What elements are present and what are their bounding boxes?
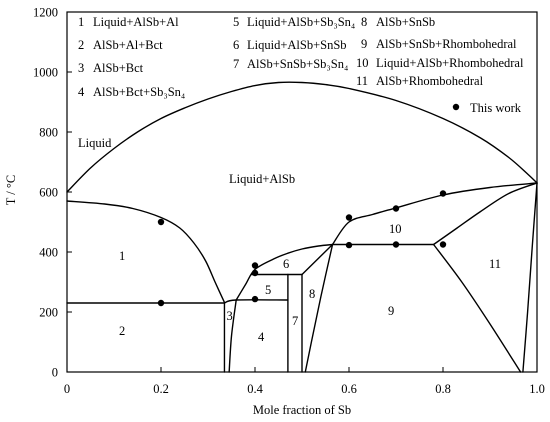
x-tick-labels: 0 0.2 0.4 0.6 0.8 1.0 (64, 382, 545, 396)
data-point (345, 241, 353, 249)
data-point (345, 214, 353, 221)
region-legend-number: 5 (233, 15, 239, 29)
phase-boundary-7 (235, 243, 334, 301)
y-tick-label: 0 (52, 366, 58, 380)
phase-boundary-2 (66, 200, 226, 304)
region-label-8: 8 (309, 287, 315, 301)
region-label-2: 2 (119, 324, 125, 338)
data-point (251, 269, 259, 277)
phase-boundary-11 (301, 243, 334, 276)
y-tick-label: 800 (39, 126, 58, 140)
y-tick-label: 400 (39, 246, 58, 260)
phase-boundary-16 (432, 243, 522, 373)
region-legend-label: Liquid+AlSb+Al (93, 15, 179, 29)
phase-label-liquid-alsb: Liquid+AlSb (229, 172, 295, 186)
x-tick-label: 0 (64, 382, 70, 396)
region-legend-number: 4 (78, 85, 85, 99)
region-label-10: 10 (389, 222, 402, 236)
x-tick-label: 1.0 (529, 382, 545, 396)
data-point (392, 241, 400, 248)
legend-marker (452, 103, 460, 111)
region-label-7: 7 (292, 314, 298, 328)
y-tick-label: 200 (39, 306, 58, 320)
phase-boundary-6 (228, 299, 237, 373)
region-label-5: 5 (265, 283, 271, 297)
region-label-9: 9 (388, 304, 394, 318)
y-tick-label: 1200 (33, 6, 58, 20)
phase-boundary-17 (522, 182, 538, 373)
region-legend: 1 Liquid+AlSb+Al 2 AlSb+Al+Bct 3 AlSb+Bc… (78, 15, 524, 99)
region-legend-number: 1 (78, 15, 84, 29)
x-tick-label: 0.2 (153, 382, 169, 396)
data-points (157, 190, 447, 307)
series-legend: This work (452, 101, 522, 115)
data-point (251, 295, 259, 303)
axis-ticks (66, 11, 538, 373)
region-legend-number: 2 (78, 38, 84, 52)
phase-boundary-1 (66, 81, 538, 193)
region-label-6: 6 (283, 257, 289, 271)
x-tick-label: 0.4 (247, 382, 263, 396)
x-tick-label: 0.6 (341, 382, 357, 396)
region-legend-label: Liquid+AlSb+Sb₃Sn₄ (247, 15, 355, 29)
region-legend-number: 7 (233, 57, 239, 71)
data-point (157, 218, 165, 226)
phase-boundaries (66, 81, 538, 373)
data-point (251, 262, 259, 269)
region-legend-number: 6 (233, 38, 239, 52)
region-label-4: 4 (258, 330, 265, 344)
region-label-11: 11 (489, 257, 501, 271)
region-legend-label: AlSb+Rhombohedral (376, 74, 484, 88)
region-legend-label: Liquid+AlSb+SnSb (247, 38, 347, 52)
region-legend-label: AlSb+SnSb+Rhombohedral (376, 37, 517, 51)
region-legend-number: 9 (361, 37, 367, 51)
region-legend-label: AlSb+SnSb (376, 15, 435, 29)
data-point (157, 299, 165, 307)
phase-label-liquid: Liquid (78, 136, 112, 150)
x-axis-label: Mole fraction of Sb (253, 403, 351, 417)
region-legend-label: AlSb+SnSb+Sb₃Sn₄ (247, 57, 348, 71)
region-legend-label: AlSb+Bct (93, 61, 144, 75)
data-point (439, 190, 447, 197)
phase-boundary-14 (331, 182, 538, 246)
region-legend-number: 8 (361, 15, 367, 29)
region-legend-label: AlSb+Al+Bct (93, 38, 163, 52)
region-label-1: 1 (119, 249, 125, 263)
legend-label-this-work: This work (470, 101, 522, 115)
x-tick-label: 0.8 (435, 382, 451, 396)
phase-boundary-15 (432, 182, 538, 246)
phase-boundary-12 (304, 243, 334, 373)
region-legend-number: 11 (356, 74, 368, 88)
region-legend-label: Liquid+AlSb+Rhombohedral (376, 56, 524, 70)
data-point (439, 241, 447, 248)
region-legend-label: AlSb+Bct+Sb₃Sn₄ (93, 85, 185, 99)
data-point (392, 205, 400, 212)
region-label-3: 3 (227, 309, 233, 323)
region-legend-number: 10 (356, 56, 369, 70)
y-tick-label: 1000 (33, 66, 58, 80)
region-legend-number: 3 (78, 61, 84, 75)
y-tick-labels: 0 200 400 600 800 1000 1200 (33, 6, 58, 380)
y-axis-label: T / °C (4, 175, 18, 205)
y-tick-label: 600 (39, 186, 58, 200)
